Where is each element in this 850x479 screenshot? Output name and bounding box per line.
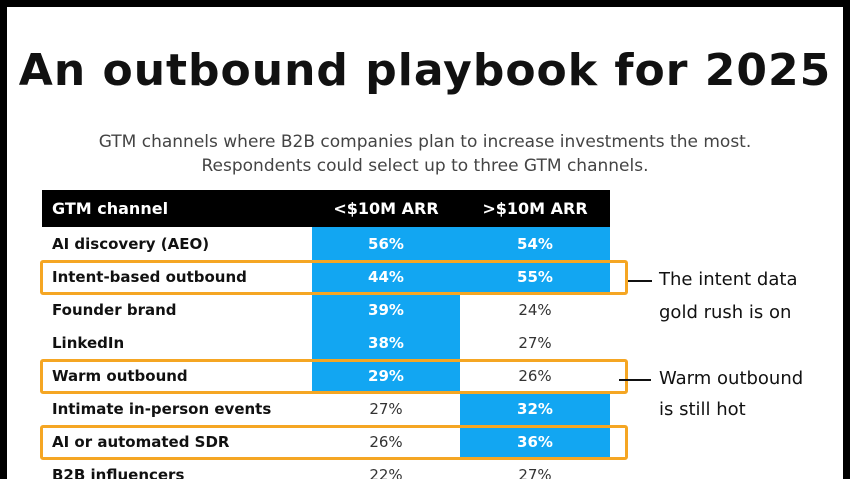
cell: 39%: [312, 293, 460, 326]
highlight-box: [40, 359, 628, 394]
table: GTM channel <$10M ARR >$10M ARR AI disco…: [42, 190, 610, 479]
subtitle-line: Respondents could select up to three GTM…: [201, 156, 649, 176]
cell: AI discovery (AEO): [52, 234, 210, 253]
cell: 26%: [369, 432, 403, 451]
cell: 55%: [460, 260, 610, 293]
cell: 27%: [369, 399, 403, 418]
annotation: Warm outbound: [659, 368, 804, 389]
highlight-box: [40, 260, 628, 295]
cell: 27%: [518, 465, 552, 479]
row: AI discovery (AEO) 56% 54%: [42, 227, 610, 260]
cell: 36%: [460, 425, 610, 458]
column-header: <$10M ARR: [312, 190, 460, 227]
title: An outbound playbook for 2025: [18, 45, 832, 96]
column-header: GTM channel: [42, 190, 312, 227]
row: Intent-based outbound 44% 55%: [42, 260, 610, 293]
column-header: >$10M ARR: [460, 190, 610, 227]
cell: 54%: [460, 227, 610, 260]
annotation-line: [619, 379, 651, 381]
subtitle-line: GTM channels where B2B companies plan to…: [98, 132, 752, 152]
cell: 56%: [312, 227, 460, 260]
cell: Intimate in-person events: [52, 399, 272, 418]
row: Intimate in-person events 27% 32%: [42, 392, 610, 425]
highlight-box: [40, 425, 628, 460]
annotation: The intent data: [659, 269, 798, 290]
cell: 26%: [518, 366, 552, 385]
cell: 38%: [312, 326, 460, 359]
row: AI or automated SDR 26% 36%: [42, 425, 610, 458]
cell: 24%: [518, 300, 552, 319]
row: LinkedIn 38% 27%: [42, 326, 610, 359]
cell: AI or automated SDR: [52, 432, 230, 451]
annotation-line: [628, 280, 652, 282]
cell: 32%: [460, 392, 610, 425]
cell: 27%: [518, 333, 552, 352]
cell: 29%: [312, 359, 460, 392]
cell: Intent-based outbound: [52, 267, 247, 286]
cell: B2B influencers: [52, 465, 185, 479]
cell: LinkedIn: [52, 333, 125, 352]
row: Founder brand 39% 24%: [42, 293, 610, 326]
cell: 22%: [369, 465, 403, 479]
annotation: gold rush is on: [659, 302, 792, 323]
annotation: is still hot: [659, 399, 746, 420]
cell: 44%: [312, 260, 460, 293]
cell: Founder brand: [52, 300, 177, 319]
row: B2B influencers 22% 27%: [42, 458, 610, 479]
cell: Warm outbound: [52, 366, 188, 385]
header-row: GTM channel <$10M ARR >$10M ARR: [42, 190, 610, 227]
row: Warm outbound 29% 26%: [42, 359, 610, 392]
